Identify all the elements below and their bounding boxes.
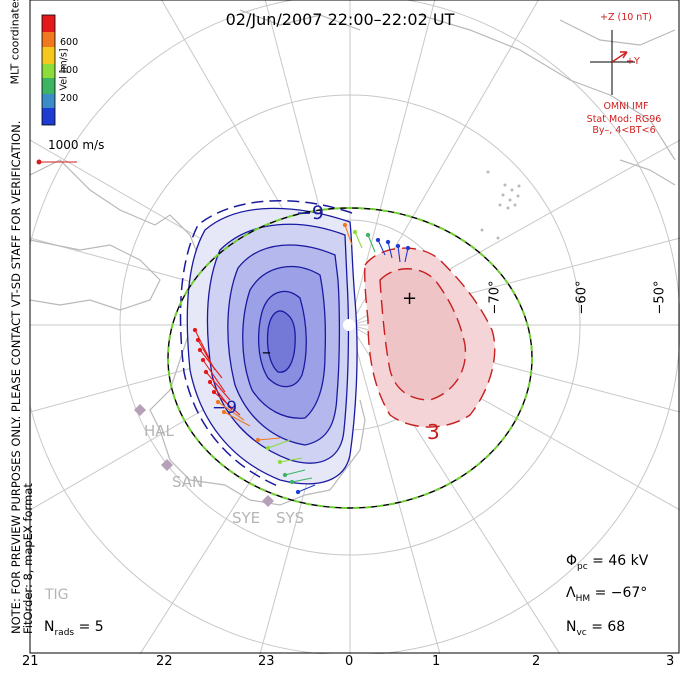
map-title: 02/Jun/2007 22:00–22:02 UT — [225, 10, 455, 29]
mlt-label-1: 1 — [432, 654, 441, 669]
preview-note: NOTE: FOR PREVIEW PURPOSES ONLY. PLEASE … — [9, 54, 35, 634]
lat-label-50: −50° — [652, 280, 668, 315]
scale-vector-label: 1000 m/s — [48, 138, 105, 152]
mlt-label-21: 21 — [22, 654, 39, 669]
velocity-vectors — [192, 222, 411, 495]
positive-contour-label: 3 — [427, 420, 440, 444]
mlt-label-2: 2 — [532, 654, 541, 669]
mlt-label-3: 3 — [666, 654, 675, 669]
lat-label-60: −60° — [574, 280, 590, 315]
potential-minimum-marker: – — [262, 342, 271, 363]
station-markers — [134, 404, 274, 507]
imf-z-label: +Z (10 nT) — [600, 12, 652, 23]
legend-tick-200: 200 — [60, 93, 79, 104]
negative-contour-label-2: −9 — [212, 398, 238, 418]
negative-dashed-contour — [179, 200, 353, 488]
coordinate-label: MLT coordinates — [8, 0, 22, 85]
stat-n-vc: Nvc = 68 — [566, 619, 626, 638]
potential-maximum-marker: + — [402, 288, 418, 309]
imf-model-line2: By–, 4<BT<6 — [592, 125, 656, 136]
mlt-label-22: 22 — [156, 654, 173, 669]
station-hal: HAL — [144, 422, 174, 440]
station-tig: TIG — [45, 587, 69, 603]
mlt-label-0: 0 — [345, 654, 354, 669]
mlt-label-23: 23 — [258, 654, 275, 669]
legend-tick-600: 600 — [60, 37, 79, 48]
imf-source: OMNI IMF — [603, 101, 649, 112]
hm-boundary-green — [167, 207, 533, 509]
imf-model-line1: Stat Mod: RG96 — [586, 114, 662, 125]
imf-y-label: +Y — [626, 56, 640, 67]
coastlines — [30, 9, 676, 506]
scale-vector — [36, 159, 77, 165]
stat-n-vc-value: = 68 — [591, 619, 626, 635]
imf-clock — [590, 30, 635, 95]
negative-cell — [186, 207, 358, 485]
legend-tick-400: 400 — [60, 65, 79, 76]
station-sys: SYS — [276, 509, 305, 527]
plot-frame — [29, 0, 680, 654]
stat-n-rads-value: = 5 — [78, 619, 104, 635]
negative-contour-label: −9 — [296, 202, 325, 224]
stat-lambda-hm-value: = −67° — [594, 585, 648, 601]
velocity-legend-bar — [41, 14, 56, 126]
station-sye: SYE — [232, 509, 261, 527]
coast-dots — [480, 170, 521, 240]
stat-lambda-hm: ΛHM = −67° — [566, 585, 648, 604]
lat-label-70: −70° — [487, 280, 503, 315]
stat-phi-pc-value: = 46 kV — [592, 553, 649, 569]
station-san: SAN — [172, 473, 204, 491]
stat-n-rads: Nrads = 5 — [44, 619, 104, 638]
preview-note-line2: FitOrder: 8, mapEX format — [21, 483, 35, 634]
positive-cell — [364, 247, 496, 428]
stat-phi-pc: Φpc = 46 kV — [566, 553, 649, 572]
pole-marker — [343, 319, 355, 331]
